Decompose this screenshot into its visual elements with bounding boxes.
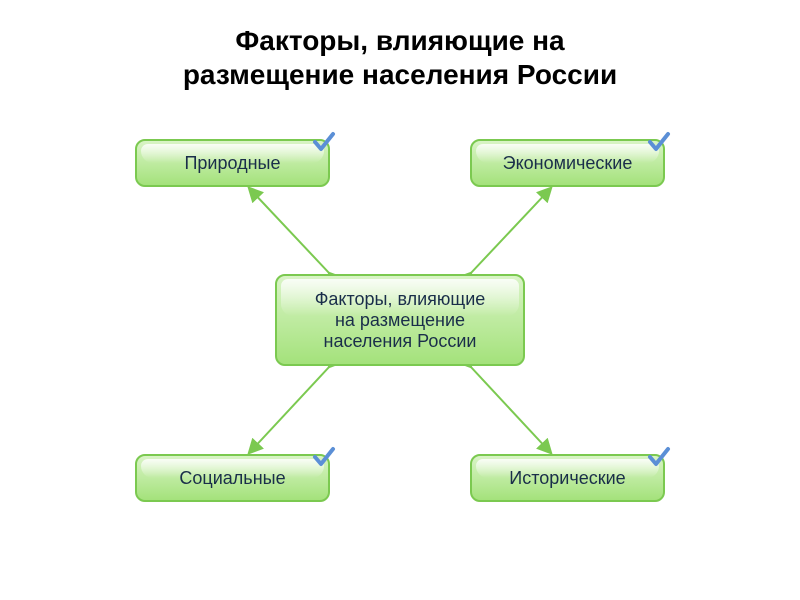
arrow-line (470, 366, 550, 452)
node-historical: Исторические (470, 454, 665, 502)
diagram-container: Факторы, влияющие на размещение населени… (80, 119, 720, 519)
check-icon (312, 445, 336, 469)
check-icon (647, 130, 671, 154)
node-label: Социальные (179, 468, 285, 489)
arrow-line (250, 189, 330, 274)
node-social: Социальные (135, 454, 330, 502)
node-label: Исторические (509, 468, 625, 489)
check-icon (312, 130, 336, 154)
node-label: Экономические (503, 153, 633, 174)
check-icon (647, 445, 671, 469)
page-title: Факторы, влияющие на размещение населени… (0, 0, 800, 91)
title-line2: размещение населения России (0, 58, 800, 92)
center-label-l2: на размещение (335, 310, 465, 331)
center-label-l3: населения России (324, 331, 477, 352)
center-label-l1: Факторы, влияющие (315, 289, 486, 310)
arrow-line (470, 189, 550, 274)
center-node: Факторы, влияющие на размещение населени… (275, 274, 525, 366)
node-natural: Природные (135, 139, 330, 187)
node-economic: Экономические (470, 139, 665, 187)
title-line1: Факторы, влияющие на (0, 24, 800, 58)
node-label: Природные (184, 153, 280, 174)
arrow-line (250, 366, 330, 452)
